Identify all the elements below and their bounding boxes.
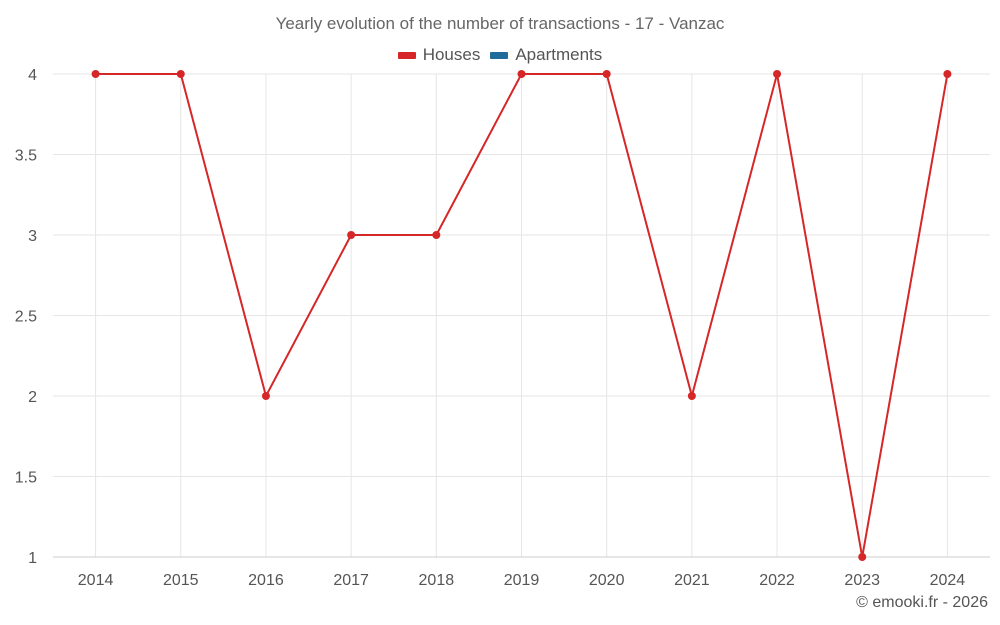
legend-item-houses[interactable]: Houses xyxy=(397,45,481,65)
x-tick-label: 2014 xyxy=(78,572,114,589)
x-tick-label: 2020 xyxy=(589,572,625,589)
y-tick-label: 2.5 xyxy=(15,309,37,326)
credit-text: © emooki.fr - 2026 xyxy=(856,594,988,611)
x-tick-label: 2016 xyxy=(248,572,284,589)
y-tick-label: 2 xyxy=(28,389,37,406)
x-tick-label: 2021 xyxy=(674,572,710,589)
x-tick-label: 2018 xyxy=(419,572,455,589)
data-point xyxy=(602,70,611,78)
x-tick-label: 2019 xyxy=(504,572,540,589)
data-point xyxy=(687,392,696,400)
legend-swatch-apartments xyxy=(490,51,509,59)
legend: Houses Apartments xyxy=(0,45,1000,65)
legend-label-apartments: Apartments xyxy=(515,45,603,64)
y-tick-label: 1.5 xyxy=(15,470,37,487)
data-point xyxy=(858,553,867,561)
x-tick-label: 2017 xyxy=(333,572,369,589)
data-point xyxy=(517,70,526,78)
data-point xyxy=(943,70,952,78)
x-tick-label: 2022 xyxy=(759,572,795,589)
x-tick-label: 2023 xyxy=(844,572,880,589)
y-tick-label: 4 xyxy=(28,67,37,84)
data-point xyxy=(91,70,100,78)
chart-title: Yearly evolution of the number of transa… xyxy=(275,14,725,33)
data-point xyxy=(432,231,441,239)
y-tick-label: 3.5 xyxy=(15,148,37,165)
legend-item-apartments[interactable]: Apartments xyxy=(490,45,602,65)
legend-swatch-houses xyxy=(397,51,416,59)
data-point xyxy=(261,392,270,400)
data-point xyxy=(773,70,782,78)
data-point xyxy=(176,70,185,78)
x-tick-label: 2015 xyxy=(163,572,199,589)
y-tick-label: 3 xyxy=(28,228,37,245)
data-point xyxy=(347,231,356,239)
y-tick-label: 1 xyxy=(28,550,37,567)
legend-label-houses: Houses xyxy=(422,45,481,64)
x-tick-label: 2024 xyxy=(930,572,966,589)
